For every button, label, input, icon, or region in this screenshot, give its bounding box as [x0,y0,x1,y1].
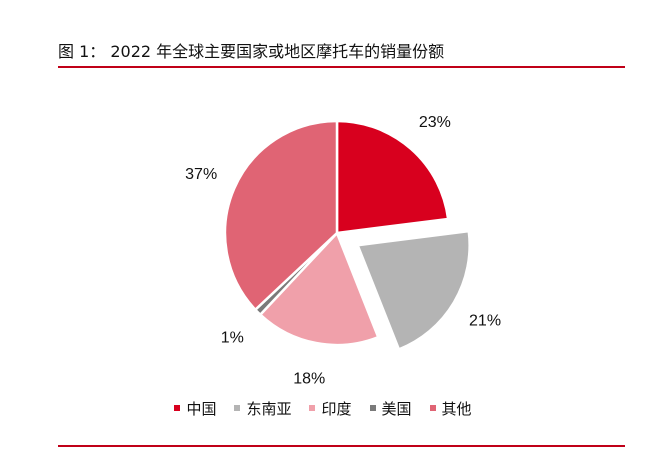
pie-labels: 23% 21% 18% 1% 37% [185,114,501,387]
legend-swatch-1 [234,404,241,411]
slice-label-0: 23% [419,114,451,131]
slice-label-3: 1% [221,330,244,347]
legend-swatch-4 [429,404,436,411]
pie-slice-2 [258,230,380,347]
slice-label-4: 37% [185,166,217,183]
bottom-rule [58,445,625,447]
legend-item-4: 其他 [429,398,472,419]
legend-label-4: 其他 [441,400,472,418]
slice-label-1: 21% [469,313,501,330]
legend-label-1: 东南亚 [246,400,292,418]
legend-item-2: 印度 [309,398,352,419]
pie-slice-0 [335,119,450,235]
chart-legend: 中国 东南亚 印度 美国 其他 [0,398,646,419]
legend-swatch-2 [309,404,316,411]
legend-swatch-0 [174,404,181,411]
legend-item-0: 中国 [174,398,216,419]
legend-label-0: 中国 [186,400,217,418]
title-rule [58,66,625,68]
legend-item-1: 东南亚 [234,398,291,419]
legend-label-3: 美国 [381,400,412,418]
legend-swatch-3 [369,404,376,411]
pie-slices [223,119,471,351]
figure-title: 图 1： 2022 年全球主要国家或地区摩托车的销量份额 [58,42,445,61]
slice-label-2: 18% [293,370,325,387]
pie-slice-1 [355,229,471,351]
pie-slice-4 [223,119,339,312]
legend-item-3: 美国 [369,398,412,419]
legend-label-2: 印度 [321,400,352,418]
